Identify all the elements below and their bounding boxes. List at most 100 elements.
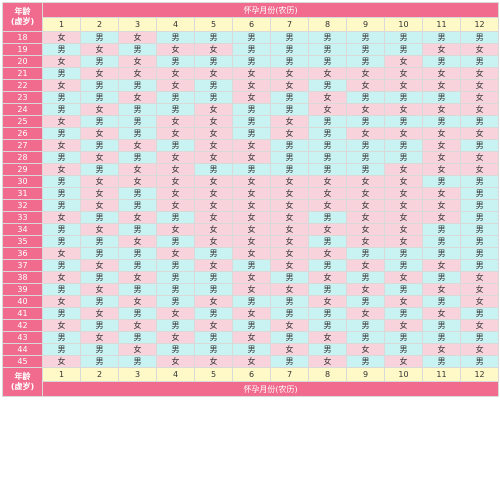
boy-cell: 男 <box>308 43 347 56</box>
boy-cell: 男 <box>308 139 347 152</box>
table-row: 42 女男女男女男女男男女男女 <box>2 319 500 332</box>
boy-cell: 男 <box>384 139 423 152</box>
age-label: 27 <box>2 139 43 152</box>
boy-cell: 男 <box>384 115 423 128</box>
age-label: 40 <box>2 295 43 308</box>
boy-cell: 男 <box>422 247 461 260</box>
boy-cell: 男 <box>459 211 500 224</box>
age-label: 21 <box>2 67 43 80</box>
footer-month-12: 12 <box>459 367 500 382</box>
boy-cell: 男 <box>118 247 157 260</box>
boy-cell: 男 <box>422 355 461 368</box>
age-label: 41 <box>2 307 43 320</box>
girl-cell: 女 <box>422 187 461 200</box>
girl-cell: 女 <box>232 307 271 320</box>
girl-cell: 女 <box>346 187 385 200</box>
girl-cell: 女 <box>346 235 385 248</box>
table-row: 36 女男男女男女女女男男男男 <box>2 247 500 260</box>
girl-cell: 女 <box>270 187 309 200</box>
footer-month-6: 6 <box>232 367 271 382</box>
boy-cell: 男 <box>308 163 347 176</box>
boy-cell: 男 <box>156 271 195 284</box>
header-month-5: 5 <box>194 17 233 32</box>
age-label: 33 <box>2 211 43 224</box>
girl-cell: 女 <box>270 79 309 92</box>
girl-cell: 女 <box>422 343 461 356</box>
month-footer-row: 年龄 (虚岁) 1 2 3 4 5 6 7 8 9 10 11 12 <box>2 367 500 397</box>
boy-cell: 男 <box>422 175 461 188</box>
boy-cell: 男 <box>270 295 309 308</box>
boy-cell: 男 <box>422 271 461 284</box>
girl-cell: 女 <box>308 331 347 344</box>
girl-cell: 女 <box>42 355 81 368</box>
boy-cell: 男 <box>270 271 309 284</box>
table-row: 44 男男女男男男女男女男女女 <box>2 343 500 356</box>
boy-cell: 男 <box>42 235 81 248</box>
girl-cell: 女 <box>308 91 347 104</box>
boy-cell: 男 <box>80 163 119 176</box>
girl-cell: 女 <box>194 43 233 56</box>
boy-cell: 男 <box>459 31 500 44</box>
girl-cell: 女 <box>194 127 233 140</box>
table-row: 24 男女男男女男男女女女女女 <box>2 103 500 116</box>
boy-cell: 男 <box>308 319 347 332</box>
age-label: 24 <box>2 103 43 116</box>
boy-cell: 男 <box>42 103 81 116</box>
table-row: 41 男女男女男女男男女男女男 <box>2 307 500 320</box>
boy-cell: 男 <box>384 43 423 56</box>
girl-cell: 女 <box>308 175 347 188</box>
boy-cell: 男 <box>346 139 385 152</box>
girl-cell: 女 <box>42 211 81 224</box>
girl-cell: 女 <box>156 247 195 260</box>
age-label: 37 <box>2 259 43 272</box>
boy-cell: 男 <box>422 223 461 236</box>
boy-cell: 男 <box>80 247 119 260</box>
girl-cell: 女 <box>232 271 271 284</box>
boy-cell: 男 <box>156 103 195 116</box>
header-month-12: 12 <box>459 17 500 32</box>
girl-cell: 女 <box>459 319 500 332</box>
girl-cell: 女 <box>156 331 195 344</box>
boy-cell: 男 <box>42 307 81 320</box>
boy-cell: 男 <box>80 211 119 224</box>
boy-cell: 男 <box>42 67 81 80</box>
girl-cell: 女 <box>194 151 233 164</box>
boy-cell: 男 <box>42 151 81 164</box>
girl-cell: 女 <box>194 103 233 116</box>
age-label: 32 <box>2 199 43 212</box>
boy-cell: 男 <box>118 127 157 140</box>
boy-cell: 男 <box>384 259 423 272</box>
girl-cell: 女 <box>42 319 81 332</box>
boy-cell: 男 <box>459 115 500 128</box>
boy-cell: 男 <box>156 31 195 44</box>
boy-cell: 男 <box>384 247 423 260</box>
girl-cell: 女 <box>422 307 461 320</box>
boy-cell: 男 <box>80 355 119 368</box>
age-label: 29 <box>2 163 43 176</box>
age-label: 36 <box>2 247 43 260</box>
girl-cell: 女 <box>270 211 309 224</box>
boy-cell: 男 <box>118 307 157 320</box>
girl-cell: 女 <box>270 343 309 356</box>
girl-cell: 女 <box>422 43 461 56</box>
boy-cell: 男 <box>232 343 271 356</box>
girl-cell: 女 <box>270 319 309 332</box>
girl-cell: 女 <box>232 175 271 188</box>
girl-cell: 女 <box>80 223 119 236</box>
girl-cell: 女 <box>308 103 347 116</box>
girl-cell: 女 <box>80 307 119 320</box>
boy-cell: 男 <box>194 307 233 320</box>
boy-cell: 男 <box>459 247 500 260</box>
table-row: 32 男女男女女女女女女女女男 <box>2 199 500 212</box>
girl-cell: 女 <box>270 283 309 296</box>
boy-cell: 男 <box>194 247 233 260</box>
girl-cell: 女 <box>270 223 309 236</box>
girl-cell: 女 <box>42 139 81 152</box>
girl-cell: 女 <box>156 79 195 92</box>
boy-cell: 男 <box>308 211 347 224</box>
boy-cell: 男 <box>118 115 157 128</box>
boy-cell: 男 <box>156 319 195 332</box>
girl-cell: 女 <box>118 139 157 152</box>
boy-cell: 男 <box>156 283 195 296</box>
